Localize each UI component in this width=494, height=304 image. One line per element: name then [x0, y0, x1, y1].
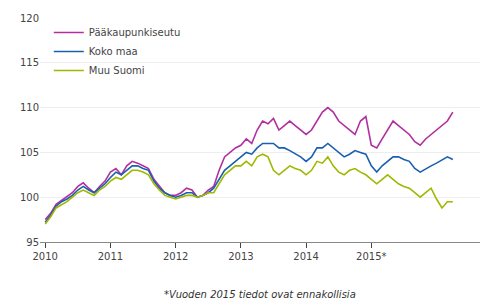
svg-text:100: 100	[20, 192, 39, 203]
svg-text:105: 105	[20, 147, 39, 158]
svg-text:2015*: 2015*	[356, 251, 386, 262]
svg-text:110: 110	[20, 102, 39, 113]
svg-text:Koko maa: Koko maa	[89, 46, 138, 57]
svg-text:Pääkaupunkiseutu: Pääkaupunkiseutu	[89, 27, 180, 38]
svg-text:2010: 2010	[32, 251, 57, 262]
svg-text:2013: 2013	[228, 251, 253, 262]
svg-text:120: 120	[20, 13, 39, 24]
svg-text:Muu Suomi: Muu Suomi	[89, 65, 145, 76]
svg-text:2011: 2011	[98, 251, 123, 262]
svg-text:2012: 2012	[163, 251, 188, 262]
svg-text:2014: 2014	[293, 251, 318, 262]
svg-text:115: 115	[20, 57, 39, 68]
svg-text:*Vuoden 2015 tiedot ovat ennak: *Vuoden 2015 tiedot ovat ennakollisia	[164, 289, 356, 300]
svg-text:95: 95	[26, 237, 39, 248]
